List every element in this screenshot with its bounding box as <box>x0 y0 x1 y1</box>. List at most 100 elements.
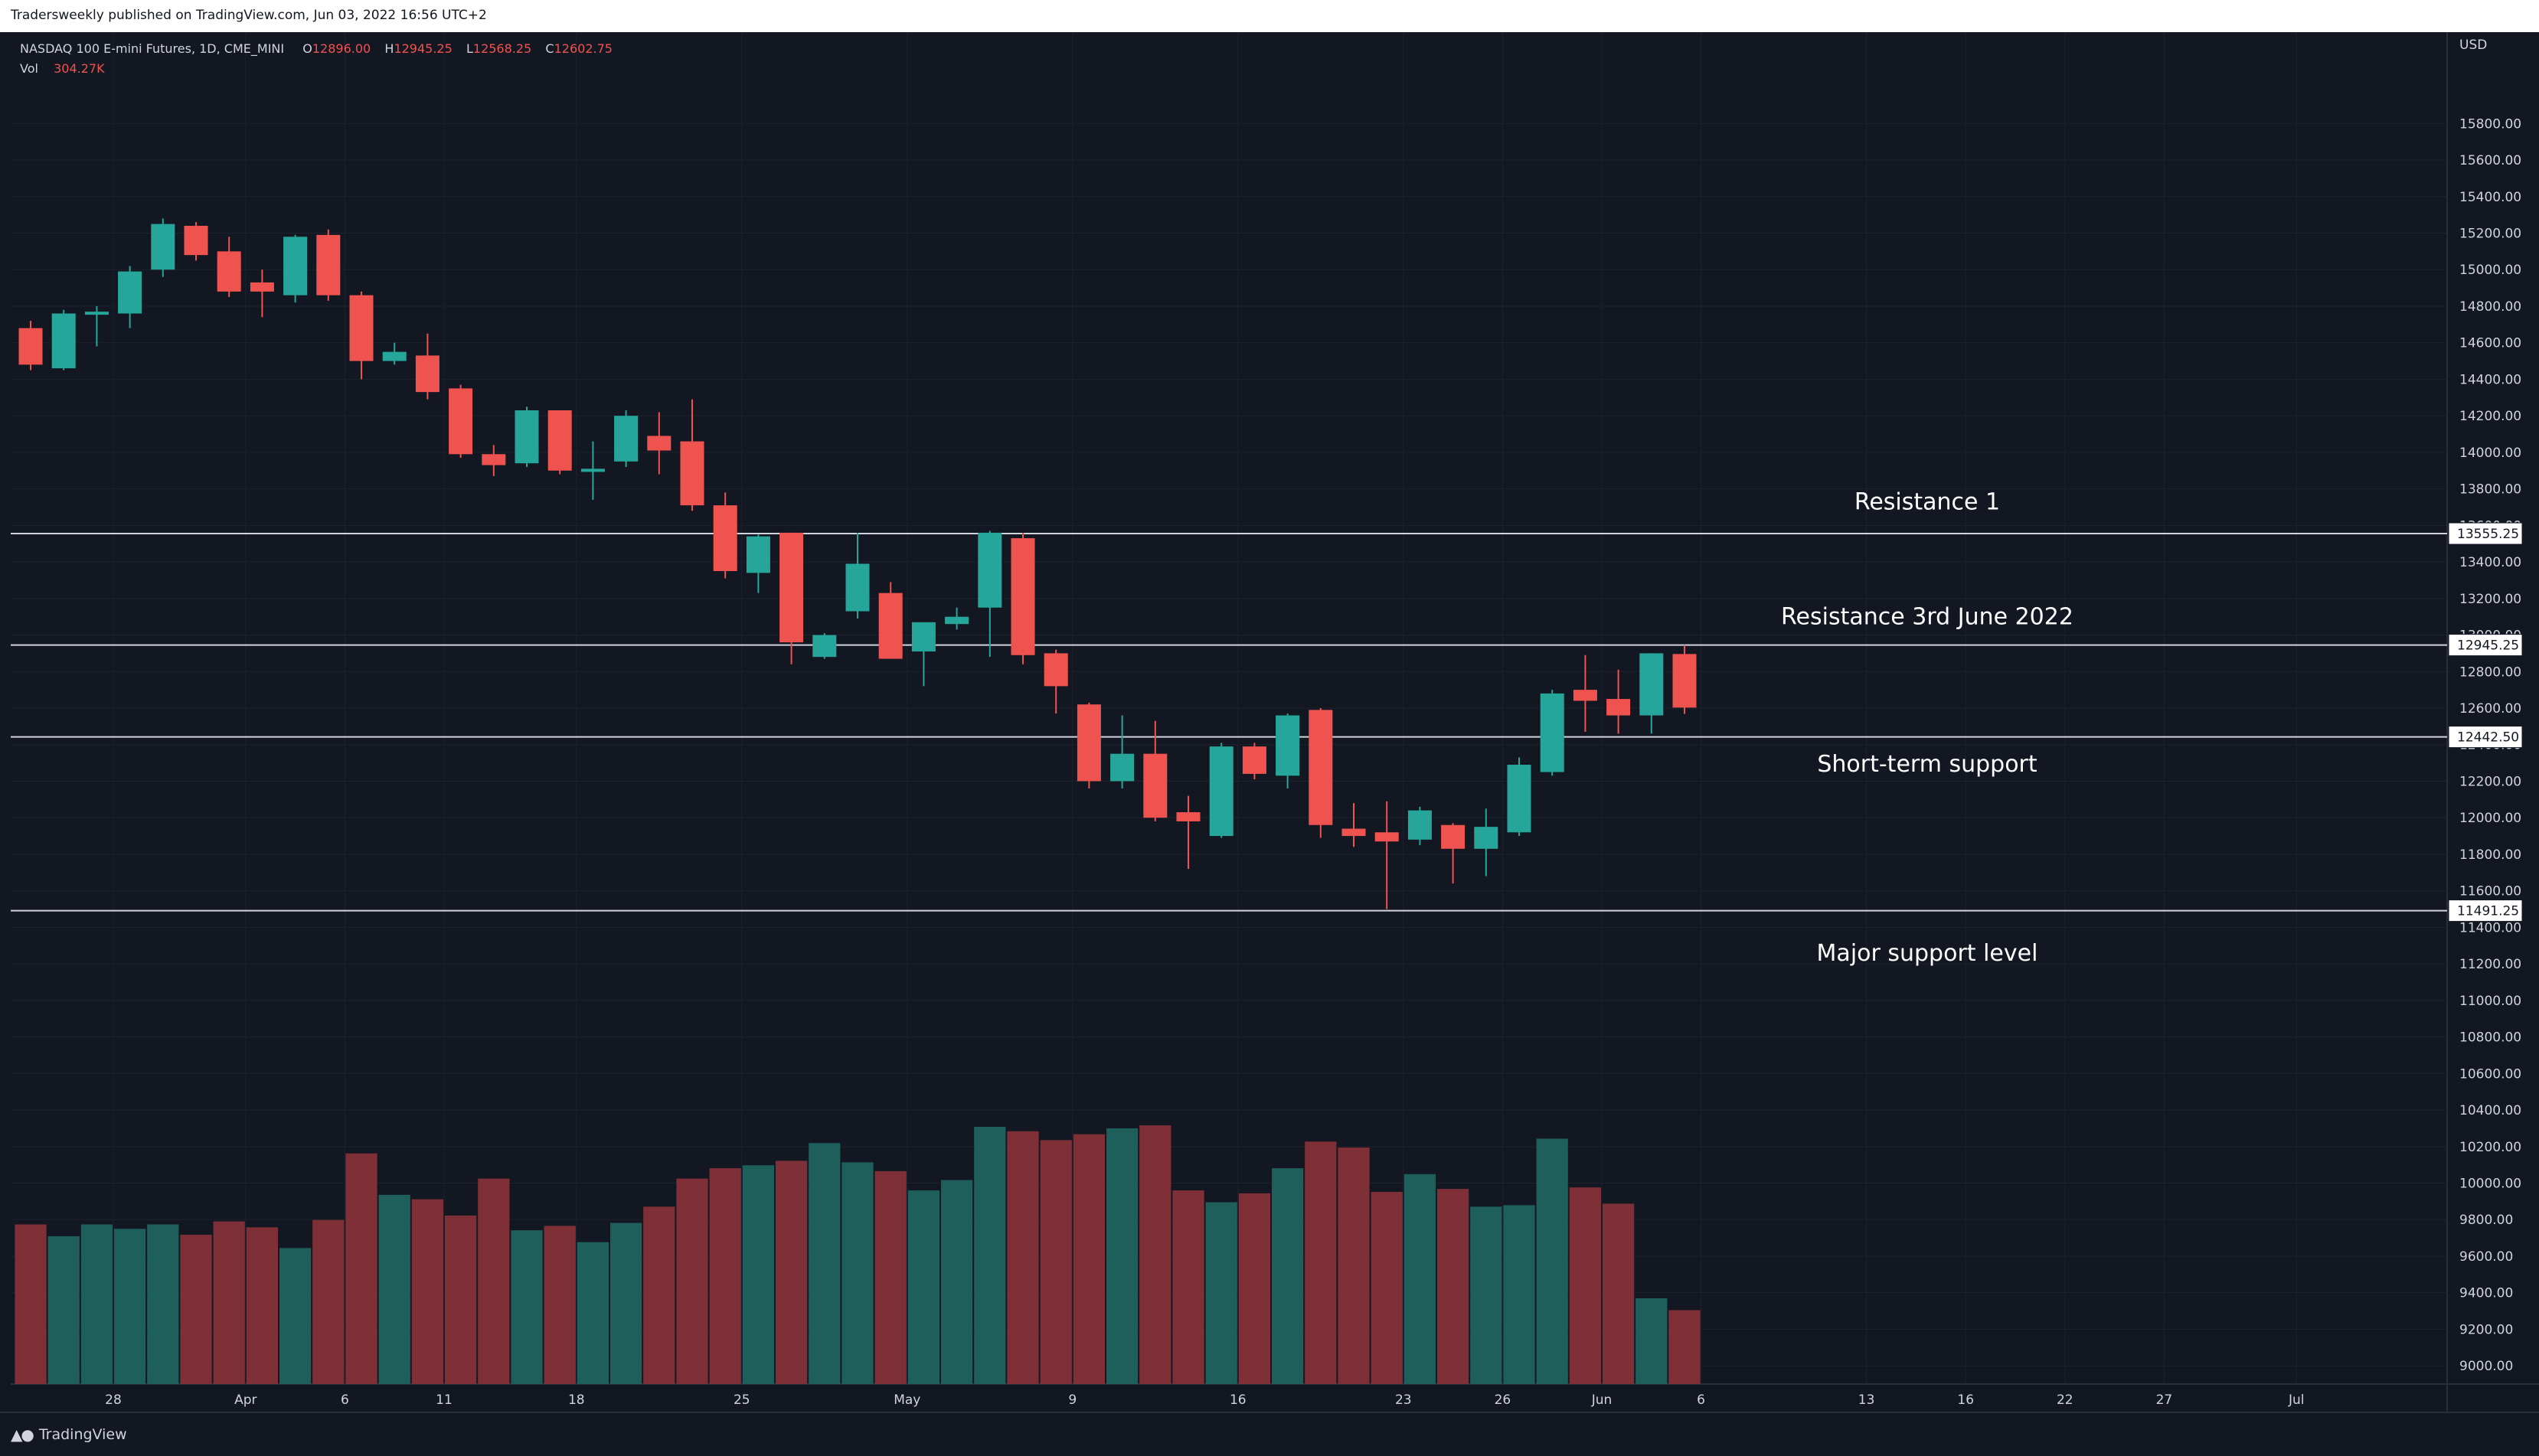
candle-body <box>1573 690 1597 701</box>
volume-bar <box>312 1219 345 1384</box>
candle-body <box>614 416 639 462</box>
level-price-label: 12442.50 <box>2457 730 2519 746</box>
price-tick-label: 12000.00 <box>2459 811 2521 826</box>
price-axis[interactable]: USD 9000.00 9200.00 9400.00 9600.00 9800.00 10… <box>2448 38 2523 1374</box>
volume-bar <box>1139 1125 1171 1384</box>
candle-body <box>250 282 274 292</box>
volume-bar <box>213 1221 245 1384</box>
level-price-badge[interactable] <box>2448 522 2523 545</box>
footer-brand[interactable]: ▲● TradingView <box>11 1425 127 1444</box>
candle-body <box>515 410 539 464</box>
volume-bar <box>246 1227 278 1384</box>
time-tick-label: 27 <box>2156 1392 2173 1408</box>
volume-bar <box>941 1180 973 1384</box>
time-tick-label: Apr <box>234 1392 257 1408</box>
volume-label: Vol <box>20 61 38 76</box>
price-tick-label: 14200.00 <box>2459 409 2521 424</box>
time-tick-label: 13 <box>1858 1392 1875 1408</box>
price-tick-label: 10400.00 <box>2459 1103 2521 1118</box>
volume-bar <box>445 1215 477 1384</box>
time-tick-label: 18 <box>568 1392 585 1408</box>
volume-bar <box>114 1229 146 1384</box>
candle-body <box>945 616 969 625</box>
open-value: 12896.00 <box>312 41 371 56</box>
time-tick-label: 11 <box>436 1392 453 1408</box>
level-annotation-text: Short-term support <box>1817 751 2037 778</box>
candle-body <box>878 593 903 659</box>
level-annotations: Resistance 1 Resistance 3rd June 2022 Shor… <box>1781 488 2073 966</box>
price-tick-label: 10600.00 <box>2459 1066 2521 1082</box>
price-tick-label: 14400.00 <box>2459 372 2521 387</box>
price-tick-label: 9200.00 <box>2459 1322 2513 1337</box>
level-price-badge[interactable] <box>2448 634 2523 657</box>
level-price-label: 13555.25 <box>2457 527 2519 542</box>
candle-body <box>1044 653 1068 687</box>
candle-body <box>978 532 1002 608</box>
price-tick-label: 9000.00 <box>2459 1359 2513 1374</box>
price-tick-label: 9600.00 <box>2459 1249 2513 1265</box>
level-price-label: 11491.25 <box>2457 904 2519 919</box>
volume-bar <box>776 1161 808 1384</box>
level-price-badge[interactable] <box>2448 899 2523 922</box>
price-tick-label: 14000.00 <box>2459 446 2521 461</box>
candle-body <box>184 225 208 256</box>
volume-bar <box>478 1178 510 1384</box>
low-value: 12568.25 <box>472 41 532 56</box>
level-annotation-text: Resistance 3rd June 2022 <box>1781 604 2073 631</box>
candle-body <box>1606 699 1631 716</box>
candle-body <box>1276 715 1300 776</box>
volume-bar <box>1040 1140 1072 1384</box>
time-tick-label: May <box>894 1392 920 1408</box>
candle-body <box>1341 828 1366 837</box>
volume-bar <box>1106 1128 1139 1384</box>
volume-bar <box>1403 1174 1436 1384</box>
price-tick-label: 15800.00 <box>2459 116 2521 132</box>
candle-body <box>449 388 473 455</box>
candle-body <box>713 505 737 572</box>
open-label: O <box>302 41 312 56</box>
close-label: C <box>545 41 554 56</box>
time-tick-label: 23 <box>1395 1392 1412 1408</box>
volume-bar <box>1569 1187 1601 1384</box>
candle-body <box>1143 753 1168 818</box>
candle-body <box>1176 812 1201 821</box>
low-label: L <box>466 41 473 56</box>
candle-body <box>779 532 804 643</box>
volume-bar <box>511 1230 543 1384</box>
candle-body <box>1672 654 1697 708</box>
candle-body <box>1309 710 1333 825</box>
candle-body <box>580 468 605 472</box>
candle-body <box>1407 810 1432 840</box>
volume-bar <box>378 1194 410 1384</box>
price-tick-label: 12600.00 <box>2459 701 2521 717</box>
candle-body <box>1209 746 1234 837</box>
price-tick-label: 14800.00 <box>2459 299 2521 315</box>
volume-bar <box>709 1168 741 1384</box>
volume-bar <box>1503 1205 1535 1384</box>
volume-bars <box>15 1125 1701 1384</box>
candle-body <box>746 536 770 573</box>
price-tick-label: 10000.00 <box>2459 1176 2521 1191</box>
candle-body <box>18 328 43 365</box>
high-value: 12945.25 <box>394 41 453 56</box>
candle-body <box>1374 832 1399 842</box>
price-tick-label: 11800.00 <box>2459 847 2521 863</box>
candle-body <box>1639 653 1664 716</box>
time-tick-label: 22 <box>2057 1392 2073 1408</box>
volume-legend: Vol 304.27K <box>20 61 105 76</box>
volume-bar <box>1470 1206 1502 1384</box>
horizontal-levels[interactable] <box>11 533 2447 912</box>
time-tick-label: 16 <box>1230 1392 1247 1408</box>
candle-body <box>680 441 704 506</box>
currency-label: USD <box>2459 38 2487 53</box>
candle-body <box>415 355 440 393</box>
level-price-badge[interactable] <box>2448 726 2523 749</box>
time-axis[interactable]: 28 Apr 6 11 18 25 May 9 16 23 26 Jun 6 13 16 22 27 Jul <box>105 1392 2304 1408</box>
candle-body <box>911 622 936 652</box>
candle-body <box>217 251 241 292</box>
price-tick-label: 11000.00 <box>2459 994 2521 1009</box>
price-tick-label: 12800.00 <box>2459 664 2521 680</box>
price-tick-label: 10800.00 <box>2459 1030 2521 1046</box>
candle-body <box>647 436 672 451</box>
